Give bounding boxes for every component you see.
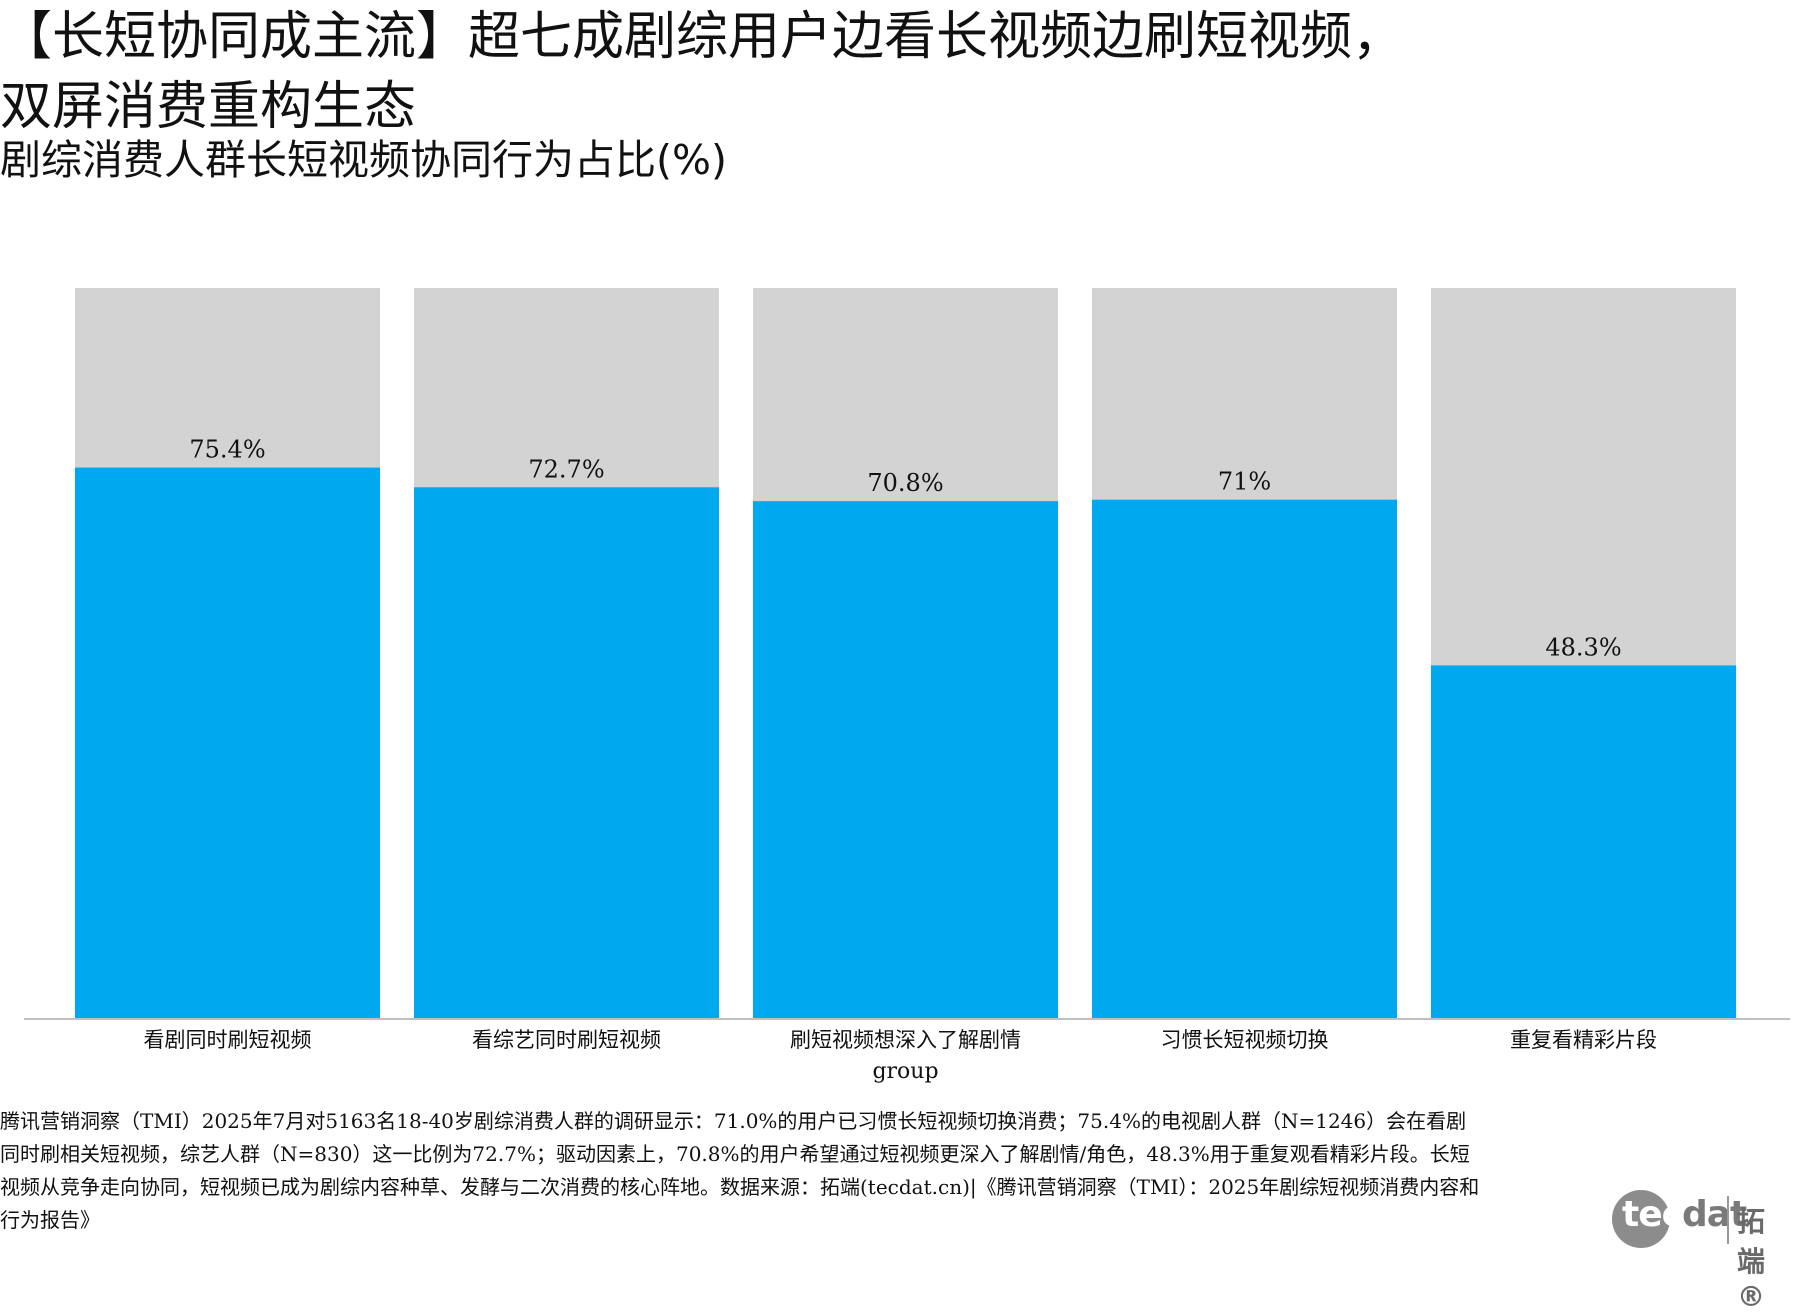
x-axis-label: group [872, 1059, 938, 1084]
logo-chinese-name: 拓端® [1737, 1205, 1766, 1313]
bar [1431, 665, 1736, 1018]
data-label: 70.8% [867, 469, 943, 497]
chart-subtitle: 剧综消费人群长短视频协同行为占比(%) [0, 136, 727, 184]
x-tick-label: 刷短视频想深入了解剧情 [790, 1028, 1021, 1052]
bar-chart: 75.4% 看剧同时刷短视频 72.7% 看综艺同时刷短视频 70.8% 刷短视频想深入了… [24, 288, 1790, 1084]
x-tick-label: 重复看精彩片段 [1510, 1028, 1657, 1052]
bar [753, 501, 1058, 1018]
logo-circle-icon [1612, 1190, 1670, 1248]
data-label: 75.4% [189, 436, 265, 464]
data-label: 48.3% [1545, 633, 1621, 661]
tecdat-logo: tecdat 拓端® [1612, 1190, 1792, 1313]
data-label: 72.7% [528, 455, 604, 483]
x-tick-label: 习惯长短视频切换 [1161, 1028, 1329, 1052]
chart-title: 【长短协同成主流】超七成剧综用户边看长视频边刷短视频，双屏消费重构生态 [0, 7, 1405, 137]
logo-wordmark: tecdat [1622, 1194, 1747, 1235]
x-tick-label: 看综艺同时刷短视频 [472, 1028, 661, 1052]
data-label: 71% [1218, 468, 1271, 496]
x-tick-label: 看剧同时刷短视频 [144, 1028, 312, 1052]
source-footnote: 腾讯营销洞察（TMI）2025年7月对5163名18-40岁剧综消费人群的调研显… [0, 1109, 1480, 1232]
bar [1092, 499, 1397, 1018]
bar [414, 487, 719, 1018]
logo-divider [1727, 1196, 1729, 1244]
bar [75, 467, 380, 1019]
